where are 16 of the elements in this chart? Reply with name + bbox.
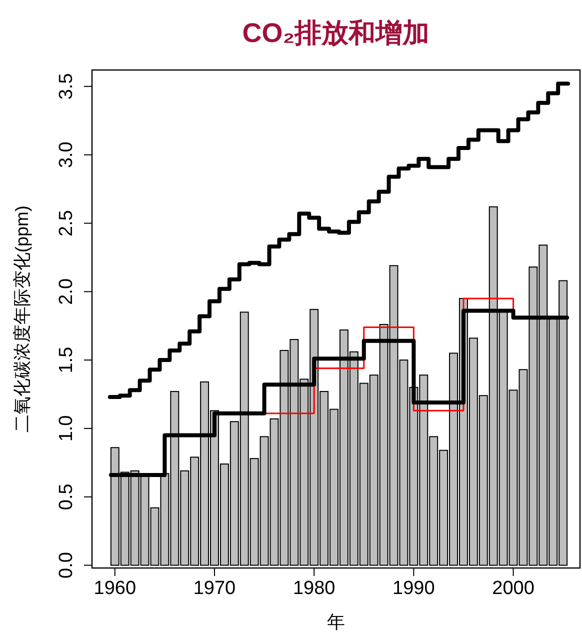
y-tick-label: 1.0 [56, 415, 77, 442]
y-tick-label: 0.5 [56, 484, 77, 510]
y-axis-title: 二氧化碳浓度年际变化(ppm) [12, 205, 32, 433]
y-tick-label: 2.0 [56, 278, 77, 305]
x-axis-title: 年 [327, 612, 345, 632]
y-tick-label: 1.5 [56, 346, 77, 374]
x-tick-label: 1990 [392, 578, 435, 599]
y-tick-label: 3.0 [56, 142, 77, 168]
x-tick-label: 1960 [94, 578, 136, 599]
chart-title: CO₂排放和增加 [242, 18, 430, 48]
x-tick-label: 1970 [193, 578, 236, 599]
y-tick-label: 2.5 [56, 210, 77, 236]
y-tick-label: 3.5 [56, 73, 77, 100]
x-tick-label: 2000 [492, 578, 534, 599]
y-tick-label: 0.0 [56, 552, 77, 578]
x-tick-label: 1980 [292, 578, 336, 599]
